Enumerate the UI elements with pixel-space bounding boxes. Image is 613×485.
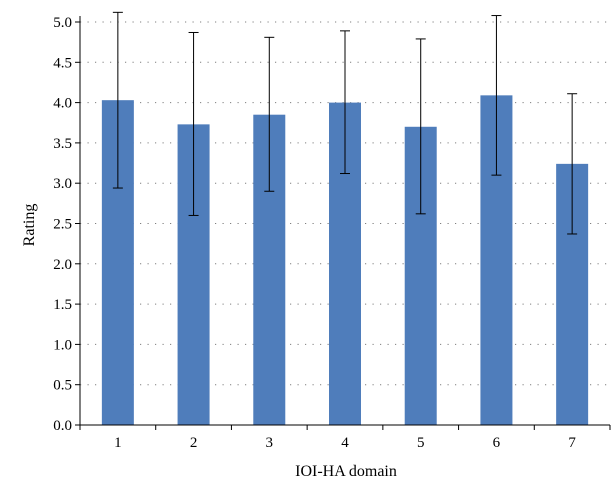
y-tick-label: 0.0 — [53, 418, 72, 434]
x-tick-label: 2 — [190, 435, 198, 451]
y-tick-label: 5.0 — [53, 15, 72, 31]
x-tick-label: 6 — [493, 435, 501, 451]
x-tick-label: 3 — [266, 435, 274, 451]
y-tick-label: 3.5 — [53, 136, 72, 152]
y-tick-label: 4.0 — [53, 96, 72, 112]
y-axis-title: Rating — [21, 204, 38, 247]
y-tick-label: 1.0 — [53, 337, 72, 353]
y-tick-label: 4.5 — [53, 55, 72, 71]
x-tick-label: 7 — [568, 435, 576, 451]
y-tick-label: 2.0 — [53, 257, 72, 273]
axes — [75, 16, 611, 430]
y-tick-label: 2.5 — [53, 217, 72, 233]
error-bars — [112, 11, 578, 235]
y-tick-label: 1.5 — [53, 297, 72, 313]
x-tick-label: 5 — [417, 435, 425, 451]
y-tick-label: 3.0 — [53, 176, 72, 192]
x-tick-label: 1 — [114, 435, 122, 451]
y-tick-label: 0.5 — [53, 378, 72, 394]
y-tick-labels: 0.0 0.5 1.0 1.5 2.0 2.5 3.0 3.5 4.0 4.5 5.0 — [53, 15, 72, 434]
x-axis-title: IOI-HA domain — [295, 463, 397, 480]
x-tick-label: 4 — [341, 435, 349, 451]
x-tick-labels: 1 2 3 4 5 6 7 — [114, 435, 576, 451]
